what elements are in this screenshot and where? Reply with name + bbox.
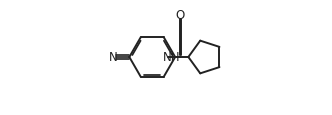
Text: O: O [176, 8, 185, 21]
Text: N: N [109, 51, 118, 64]
Text: NH: NH [163, 51, 180, 64]
